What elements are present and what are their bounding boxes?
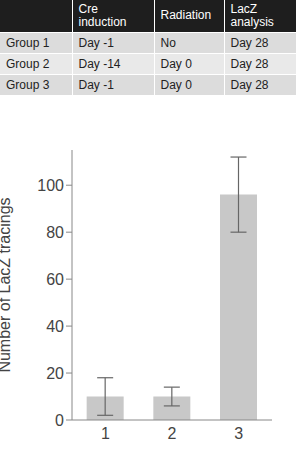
html-text:No: No (160, 35, 176, 50)
svg-text:100: 100 (37, 177, 64, 194)
html-text:Radiation: Radiation (160, 8, 212, 23)
html-text:Day -14: Day -14 (78, 56, 121, 71)
svg-text:40: 40 (46, 318, 64, 335)
svg-text:1: 1 (101, 425, 110, 442)
html-text:Day 28: Day 28 (230, 77, 269, 92)
html-text:Group 3: Group 3 (6, 77, 50, 92)
html-text:Day 28: Day 28 (230, 56, 269, 71)
html-text:LacZ analysis: LacZ analysis (230, 1, 274, 29)
html-text:Day 0: Day 0 (160, 56, 192, 71)
html-text:Day -1: Day -1 (78, 77, 114, 92)
html-text:Day 0: Day 0 (160, 77, 192, 92)
html-text:Day 28: Day 28 (230, 35, 269, 50)
svg-text:3: 3 (234, 425, 243, 442)
html-text:Group 2: Group 2 (6, 56, 50, 71)
svg-text:2: 2 (168, 425, 177, 442)
html-text:Group 1: Group 1 (6, 35, 50, 50)
svg-text:20: 20 (46, 365, 64, 382)
svg-text:Number of LacZ tracings: Number of LacZ tracings (8, 197, 13, 372)
html-text:Day -1: Day -1 (78, 35, 114, 50)
svg-text:0: 0 (55, 412, 64, 429)
html-text:Cre induction: Cre induction (78, 1, 127, 29)
svg-text:60: 60 (46, 271, 64, 288)
svg-text:80: 80 (46, 224, 64, 241)
